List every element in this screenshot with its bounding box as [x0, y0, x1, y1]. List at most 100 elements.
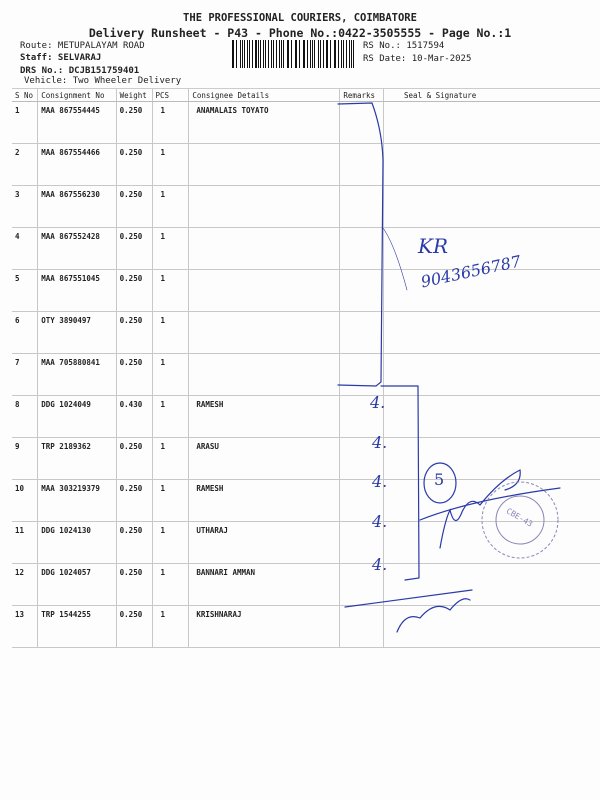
cell-consignment-no: MAA 867556230	[37, 185, 117, 228]
table-row: 4 MAA 867552428 0.250 1	[12, 227, 600, 270]
rs-number: RS No.: 1517594	[363, 41, 445, 51]
remark-mark-10: 4.	[372, 472, 388, 491]
cell-weight: 0.250	[115, 437, 153, 480]
barcode-bar	[319, 40, 321, 68]
cell-pcs: 1	[151, 269, 189, 312]
barcode-bar	[255, 40, 257, 68]
barcode-bar	[327, 40, 329, 68]
cell-sno: 2	[12, 143, 38, 186]
cell-consignee: UTHARAJ	[188, 521, 340, 564]
table-row: 5 MAA 867551045 0.250 1	[12, 269, 600, 312]
cell-consignment-no: DDG 1024049	[37, 395, 117, 438]
cell-seal-signature	[383, 605, 600, 648]
cell-pcs: 1	[151, 479, 189, 522]
cell-consignee: BANNARI AMMAN	[188, 563, 340, 606]
cell-consignment-no: OTY 3890497	[37, 311, 117, 354]
cell-pcs: 1	[151, 395, 189, 438]
signature-line	[419, 487, 561, 521]
consignment-table: S No Consignment No Weight PCS Consignee…	[12, 88, 600, 648]
cell-pcs: 1	[151, 227, 189, 270]
cell-consignee	[188, 311, 340, 354]
cell-weight: 0.250	[115, 311, 153, 354]
cell-seal-signature	[383, 101, 600, 144]
cell-pcs: 1	[151, 437, 189, 480]
cursive-signature	[439, 469, 521, 549]
barcode-bar	[353, 40, 354, 68]
cell-pcs: 1	[151, 311, 189, 354]
table-row: 1 MAA 867554445 0.250 1 ANAMALAIS TOYATO	[12, 101, 600, 144]
initials: KR	[418, 234, 448, 258]
stamp-seal	[481, 481, 559, 559]
cell-seal-signature	[383, 227, 600, 270]
cell-weight: 0.250	[115, 101, 153, 144]
cell-seal-signature	[383, 395, 600, 438]
cell-pcs: 1	[151, 143, 189, 186]
underline-stroke	[344, 589, 473, 608]
remark-mark-8: 4.	[370, 393, 386, 412]
table-row: 6 OTY 3890497 0.250 1	[12, 311, 600, 354]
cell-weight: 0.250	[115, 521, 153, 564]
cell-weight: 0.250	[115, 227, 153, 270]
barcode-bar	[233, 40, 235, 68]
cell-sno: 9	[12, 437, 38, 480]
cell-consignee	[188, 143, 340, 186]
barcode-bar	[345, 40, 347, 68]
cell-consignee: ANAMALAIS TOYATO	[188, 101, 340, 144]
cell-seal-signature	[383, 269, 600, 312]
cell-remarks	[339, 353, 384, 396]
remark-mark-12: 4.	[372, 555, 388, 574]
cell-sno: 13	[12, 605, 38, 648]
remark-mark-9: 4.	[372, 433, 388, 452]
cell-consignment-no: MAA 867552428	[37, 227, 117, 270]
cell-consignee	[188, 269, 340, 312]
cell-consignee: RAMESH	[188, 479, 340, 522]
table-row: 11 DDG 1024130 0.250 1 UTHARAJ	[12, 521, 600, 564]
cell-sno: 10	[12, 479, 38, 522]
remark-mark-11: 4.	[372, 512, 388, 531]
cell-consignment-no: TRP 1544255	[37, 605, 117, 648]
drs-number: DRS No.: DCJB151759401	[20, 66, 140, 76]
cell-sno: 5	[12, 269, 38, 312]
col-weight: Weight	[115, 88, 153, 102]
bracket-line-top	[337, 102, 384, 387]
barcode-bar	[251, 40, 253, 68]
col-seal: Seal & Signature	[383, 88, 600, 102]
stroke-mark	[382, 227, 408, 291]
barcode	[232, 40, 357, 68]
route: Route: METUPALAYAM ROAD	[20, 41, 145, 51]
cell-sno: 6	[12, 311, 38, 354]
col-pcs: PCS	[151, 88, 189, 102]
cell-sno: 12	[12, 563, 38, 606]
cell-remarks	[339, 395, 384, 438]
cell-seal-signature	[383, 143, 600, 186]
cursive-signature-2	[396, 598, 471, 633]
company-title: THE PROFESSIONAL COURIERS, COIMBATORE	[183, 12, 417, 24]
cell-sno: 4	[12, 227, 38, 270]
barcode-bar	[296, 40, 298, 68]
circle-mark	[423, 462, 457, 504]
runsheet-subtitle: Delivery Runsheet - P43 - Phone No.:0422…	[88, 26, 512, 40]
col-consignment: Consignment No	[37, 88, 117, 102]
cell-pcs: 1	[151, 101, 189, 144]
cell-sno: 7	[12, 353, 38, 396]
cell-consignment-no: TRP 2189362	[37, 437, 117, 480]
cell-weight: 0.250	[115, 143, 153, 186]
cell-remarks	[339, 437, 384, 480]
col-remarks: Remarks	[339, 88, 384, 102]
cell-consignee	[188, 185, 340, 228]
cell-remarks	[339, 479, 384, 522]
cell-consignment-no: MAA 867551045	[37, 269, 117, 312]
table-row: 3 MAA 867556230 0.250 1	[12, 185, 600, 228]
cell-consignee: ARASU	[188, 437, 340, 480]
table-row: 7 MAA 705880841 0.250 1	[12, 353, 600, 396]
cell-remarks	[339, 185, 384, 228]
cell-weight: 0.250	[115, 269, 153, 312]
cell-remarks	[339, 269, 384, 312]
cell-pcs: 1	[151, 353, 189, 396]
cell-consignment-no: MAA 705880841	[37, 353, 117, 396]
bracket-line-bottom	[380, 385, 420, 581]
cell-remarks	[339, 101, 384, 144]
barcode-bar	[279, 40, 280, 68]
